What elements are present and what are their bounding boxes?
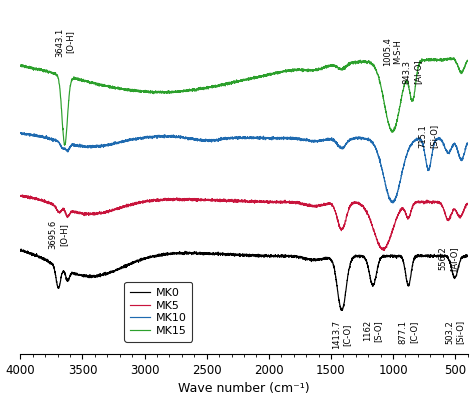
Text: 715.1
[Si-O]: 715.1 [Si-O] — [419, 124, 438, 148]
Line: MK5: MK5 — [20, 195, 467, 250]
Text: 877.1
[C-O]: 877.1 [C-O] — [399, 320, 418, 344]
Legend: MK0, MK5, MK10, MK15: MK0, MK5, MK10, MK15 — [124, 282, 192, 342]
MK0 — [18, 248, 23, 253]
MK5 — [465, 201, 470, 206]
MK10 — [465, 141, 470, 146]
Text: 843.3
[Al-O]: 843.3 [Al-O] — [403, 59, 422, 84]
MK0 — [339, 308, 345, 313]
MK15 — [71, 75, 76, 80]
MK10 — [390, 200, 396, 205]
Line: MK10: MK10 — [20, 132, 467, 203]
Text: 556.2
[Al-O]: 556.2 [Al-O] — [438, 246, 458, 271]
Text: 1413.7
[C-O]: 1413.7 [C-O] — [332, 320, 351, 349]
MK5 — [382, 248, 387, 253]
MK15 — [72, 75, 77, 80]
Text: 1162
[S-O]: 1162 [S-O] — [363, 320, 383, 342]
MK15 — [62, 143, 67, 148]
MK15 — [327, 63, 332, 68]
MK5 — [71, 209, 76, 214]
MK15 — [451, 55, 456, 60]
X-axis label: Wave number (cm⁻¹): Wave number (cm⁻¹) — [178, 383, 310, 395]
MK5 — [46, 200, 52, 205]
MK5 — [18, 193, 23, 198]
MK15 — [363, 60, 369, 65]
Line: MK0: MK0 — [20, 249, 467, 310]
MK5 — [72, 209, 77, 214]
MK0 — [71, 271, 76, 276]
MK15 — [46, 69, 51, 74]
MK0 — [157, 253, 163, 257]
MK10 — [327, 137, 332, 142]
Text: 503.2
[Si-O]: 503.2 [Si-O] — [445, 320, 465, 344]
MK10 — [71, 144, 76, 148]
MK10 — [18, 131, 23, 136]
MK10 — [46, 136, 52, 141]
MK15 — [18, 63, 23, 68]
MK5 — [19, 193, 25, 198]
MK0 — [46, 259, 52, 264]
MK5 — [327, 201, 332, 206]
MK0 — [18, 247, 24, 251]
MK15 — [465, 58, 470, 63]
MK5 — [363, 208, 369, 213]
MK0 — [465, 253, 470, 258]
Text: 1005.4
M-S-H: 1005.4 M-S-H — [383, 38, 402, 67]
Text: 3695.6
[O-H]: 3695.6 [O-H] — [48, 220, 68, 249]
MK10 — [363, 137, 369, 142]
MK0 — [363, 257, 369, 262]
MK0 — [72, 271, 77, 276]
Text: 3643.1
[O-H]: 3643.1 [O-H] — [55, 27, 74, 57]
MK5 — [157, 197, 163, 202]
Line: MK15: MK15 — [20, 58, 467, 145]
MK10 — [157, 134, 163, 138]
MK10 — [18, 130, 24, 135]
MK15 — [157, 90, 163, 95]
MK0 — [327, 256, 332, 261]
MK10 — [72, 142, 77, 146]
